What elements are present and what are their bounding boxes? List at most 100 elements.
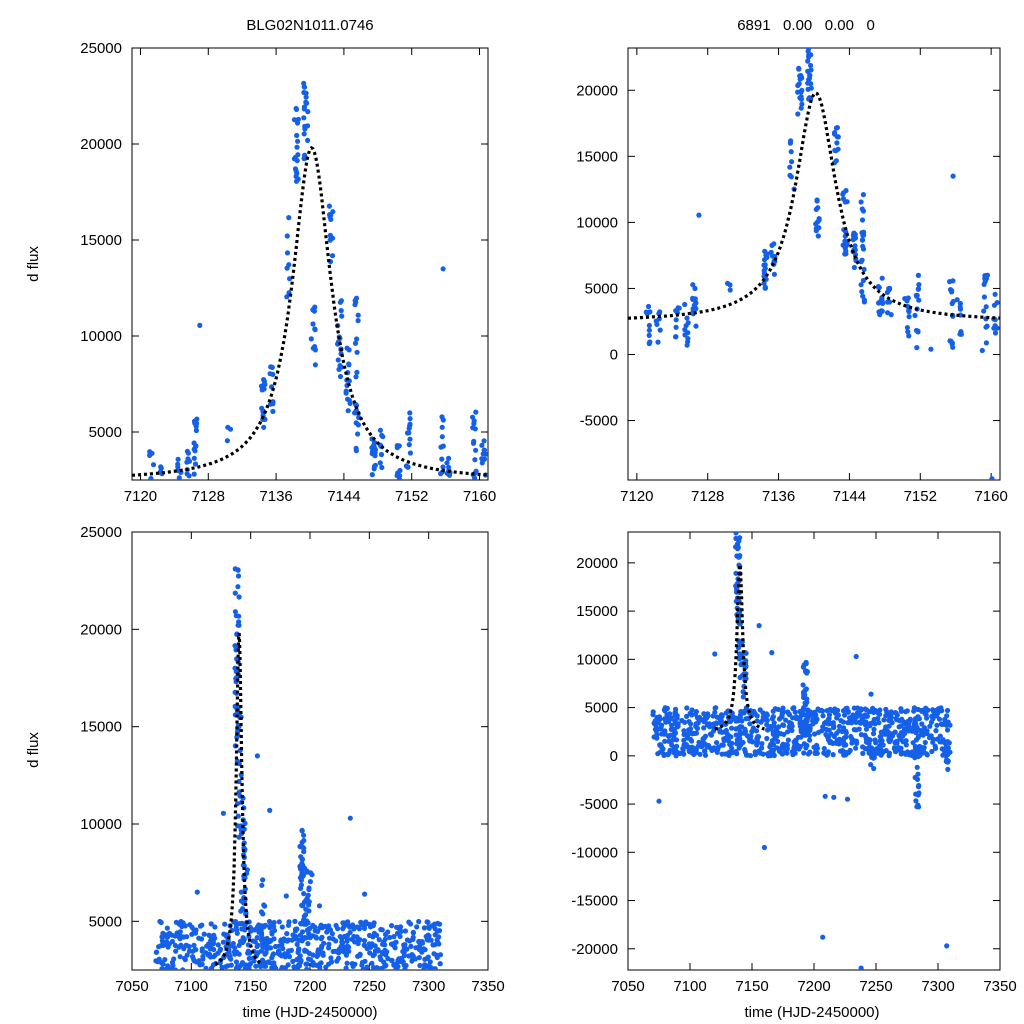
data-point bbox=[684, 713, 690, 720]
data-point bbox=[193, 443, 199, 450]
data-point bbox=[815, 233, 821, 239]
data-point bbox=[780, 741, 786, 747]
data-point bbox=[378, 965, 384, 970]
data-point bbox=[858, 732, 865, 738]
y-tick-label: 5000 bbox=[89, 424, 122, 441]
data-point bbox=[176, 475, 182, 480]
data-point bbox=[883, 706, 889, 712]
data-point bbox=[789, 727, 795, 734]
data-point bbox=[936, 716, 943, 722]
data-point bbox=[858, 965, 864, 970]
data-point bbox=[236, 778, 242, 785]
data-point bbox=[473, 468, 479, 474]
x-tick-label: 7160 bbox=[463, 488, 496, 505]
x-tick-label: 7120 bbox=[124, 488, 157, 505]
data-point bbox=[156, 956, 162, 962]
data-point bbox=[383, 952, 389, 958]
data-point bbox=[301, 115, 307, 121]
data-point bbox=[301, 84, 308, 90]
data-point bbox=[380, 939, 387, 945]
data-point bbox=[905, 295, 911, 301]
data-point bbox=[292, 935, 298, 941]
data-point bbox=[853, 745, 859, 751]
data-point bbox=[260, 911, 266, 917]
data-point bbox=[714, 740, 720, 746]
data-point bbox=[261, 424, 267, 430]
data-point bbox=[646, 340, 653, 346]
data-point bbox=[798, 96, 805, 102]
data-point bbox=[954, 297, 960, 303]
data-point bbox=[480, 451, 486, 457]
data-point bbox=[344, 345, 350, 351]
data-point bbox=[344, 938, 350, 944]
data-point bbox=[199, 961, 205, 967]
data-point bbox=[803, 659, 809, 665]
data-point bbox=[295, 949, 301, 956]
data-point bbox=[861, 266, 867, 272]
data-point bbox=[662, 738, 668, 744]
data-point bbox=[814, 197, 820, 203]
data-point bbox=[945, 751, 951, 758]
data-point bbox=[714, 714, 720, 720]
data-point bbox=[298, 957, 304, 964]
data-point bbox=[808, 62, 814, 69]
data-point bbox=[175, 456, 181, 462]
plot-frame bbox=[131, 47, 489, 481]
data-point bbox=[410, 929, 416, 936]
data-point bbox=[284, 250, 291, 256]
data-point bbox=[238, 908, 244, 914]
data-point bbox=[656, 798, 662, 804]
y-tick-label: 10000 bbox=[80, 816, 122, 833]
data-point bbox=[821, 745, 827, 752]
data-point bbox=[258, 937, 264, 943]
data-point bbox=[684, 315, 690, 321]
data-point bbox=[820, 934, 826, 940]
data-point bbox=[911, 708, 917, 714]
data-point bbox=[944, 727, 951, 733]
data-point bbox=[707, 731, 714, 737]
data-point bbox=[284, 233, 290, 239]
data-point bbox=[736, 554, 742, 560]
data-point bbox=[860, 744, 866, 750]
data-point bbox=[830, 752, 836, 758]
data-point bbox=[263, 950, 269, 956]
data-point bbox=[983, 304, 989, 310]
data-point bbox=[675, 723, 681, 729]
data-point bbox=[234, 930, 240, 936]
data-point bbox=[180, 967, 186, 970]
data-point bbox=[318, 945, 325, 951]
data-point bbox=[692, 285, 698, 292]
data-point bbox=[427, 959, 433, 965]
data-point bbox=[876, 300, 882, 306]
data-point bbox=[236, 619, 242, 625]
data-point bbox=[852, 231, 858, 238]
data-point bbox=[848, 733, 854, 740]
data-point bbox=[352, 340, 359, 346]
data-point bbox=[720, 742, 726, 748]
data-point bbox=[689, 707, 695, 713]
data-point bbox=[783, 717, 789, 723]
data-point bbox=[824, 708, 830, 714]
data-point bbox=[727, 282, 733, 288]
data-point bbox=[270, 371, 276, 377]
data-point bbox=[406, 953, 412, 959]
data-point bbox=[949, 300, 955, 307]
data-point bbox=[693, 709, 700, 715]
data-point bbox=[402, 966, 408, 970]
data-point bbox=[341, 933, 347, 940]
data-point bbox=[407, 416, 413, 422]
data-point bbox=[301, 845, 307, 851]
data-point bbox=[813, 712, 819, 718]
data-point bbox=[316, 903, 323, 909]
data-point bbox=[781, 731, 787, 738]
data-point bbox=[937, 733, 943, 739]
x-tick-label: 7160 bbox=[974, 488, 1007, 505]
data-point bbox=[700, 736, 706, 742]
data-point bbox=[292, 918, 298, 925]
data-point bbox=[376, 937, 382, 943]
data-point bbox=[840, 196, 847, 202]
data-point bbox=[401, 942, 407, 948]
data-point bbox=[336, 950, 342, 956]
data-point bbox=[364, 964, 370, 970]
data-point bbox=[922, 739, 928, 746]
